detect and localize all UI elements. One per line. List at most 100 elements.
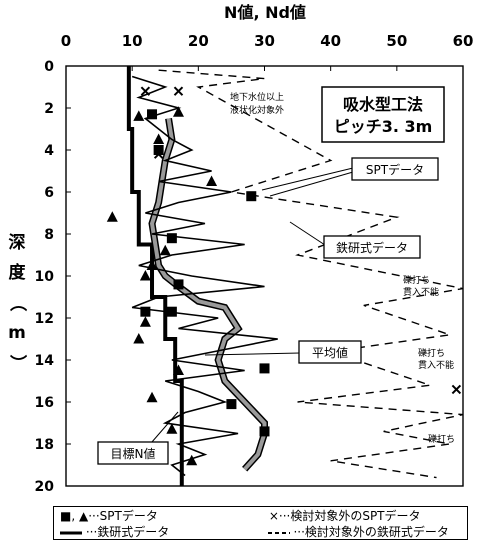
spt-triangle-point (139, 316, 151, 327)
y-axis-title-char-4: m (8, 323, 26, 343)
spt-triangle-point (133, 110, 145, 121)
spt-square-point (153, 145, 164, 155)
x-tick-label: 50 (386, 32, 407, 50)
spt-callout-box (351, 157, 439, 181)
spt-triangle-point (106, 211, 118, 222)
spt-square-point (226, 399, 237, 410)
y-tick-label: 4 (44, 143, 54, 159)
cross-stroke (153, 149, 164, 159)
y-axis-title: 深 度 （ m ） (6, 228, 28, 378)
spt-triangle-point (186, 454, 198, 466)
spt-triangle-point (139, 270, 151, 281)
target-callout-box (97, 441, 169, 465)
spt-excluded-point (153, 149, 164, 159)
tekken-callout-line (289, 221, 326, 246)
text-line: 貫入不能 (418, 359, 454, 371)
spt-square-point (166, 233, 177, 244)
y-tick-label: 10 (35, 269, 55, 285)
text-line: 礫打ち (418, 347, 445, 359)
y-tick-label: 14 (35, 353, 55, 369)
spt-square-point (246, 191, 257, 202)
legend-spt-excluded: ×···検討対象外のSPTデータ (268, 509, 421, 523)
spt-triangle-point (166, 423, 178, 434)
tekken-callout-box (323, 235, 421, 259)
groundwater-annotation: 地下水位以上液状化対象外 (230, 91, 284, 116)
legend-row-2: ···鉄研式データ ···検討対象外の鉄研式データ (60, 524, 449, 540)
spt-triangle-point (146, 391, 158, 403)
gravel-note-2: 礫打ち貫入不能 (418, 347, 454, 371)
spt-triangle-point (153, 133, 165, 144)
x-tick-label: 10 (122, 32, 143, 50)
gravel-note-1: 礫打ち貫入不能 (403, 274, 439, 298)
y-tick-label: 0 (44, 59, 54, 75)
y-tick-label: 2 (44, 101, 54, 117)
text-line: 礫打ち (403, 274, 430, 286)
spt-triangle-point (172, 364, 184, 375)
x-tick-label: 30 (254, 32, 275, 50)
series-target-n (126, 66, 184, 486)
legend-row-1: ■, ▲···SPTデータ ×···検討対象外のSPTデータ (60, 508, 421, 524)
spt-excluded-point (140, 86, 151, 96)
title-box (321, 86, 445, 143)
y-axis-title-char-5: ） (7, 354, 27, 372)
cross-stroke (451, 384, 462, 395)
spt-callout-label: SPTデータ (366, 162, 424, 177)
series-tekken-excluded (158, 69, 464, 479)
chart-title: 吸水型工法ピッチ3. 3m (334, 95, 433, 136)
spt-square-point (173, 279, 184, 290)
spt-square-point (166, 306, 177, 317)
spt-excluded-point (173, 86, 184, 96)
legend-tekken: ···鉄研式データ (85, 525, 170, 539)
y-tick-label: 8 (44, 227, 54, 243)
x-axis-title: N値, Nd値 (224, 3, 306, 22)
y-axis-title-char-2: 度 (8, 263, 26, 283)
spt-square-point (259, 426, 270, 437)
y-tick-label: 6 (44, 185, 54, 201)
legend: ■, ▲···SPTデータ ×···検討対象外のSPTデータ ···鉄研式データ… (53, 506, 468, 540)
marker-layer (106, 86, 462, 466)
spt-callout-line (261, 167, 354, 191)
legend-spt: ■, ▲···SPTデータ (60, 509, 158, 523)
text-line: 液状化対象外 (230, 104, 284, 116)
spt-callout-line-2 (269, 171, 354, 197)
text-line: ピッチ3. 3m (334, 117, 433, 136)
legend-solid-line (60, 531, 82, 534)
y-axis-title-char-3: （ (7, 294, 27, 312)
average-callout-line (204, 352, 301, 356)
y-tick-label: 12 (35, 311, 54, 327)
x-tick-label: 40 (320, 32, 341, 50)
spt-triangle-point (146, 259, 158, 270)
cross-stroke (173, 86, 184, 96)
x-tick-label: 20 (188, 32, 209, 50)
spt-triangle-point (206, 175, 218, 186)
average-callout-box (298, 340, 362, 364)
y-tick-label: 18 (35, 437, 54, 453)
gravel-note-3: 礫打ち (428, 433, 455, 445)
cross-stroke (140, 86, 151, 96)
text-line: 地下水位以上 (230, 91, 284, 103)
y-axis-title-char-1: 深 (8, 233, 26, 253)
spt-square-point (140, 306, 151, 317)
tekken-callout-label: 鉄研式データ (336, 240, 408, 255)
text-line: 吸水型工法 (343, 95, 423, 114)
y-tick-label: 20 (35, 479, 55, 495)
legend-dashed-line (267, 531, 290, 534)
spt-triangle-point (172, 106, 184, 117)
spt-square-point (147, 109, 158, 120)
x-tick-label: 60 (453, 32, 474, 50)
spt-excluded-point (451, 384, 462, 395)
text-line: 貫入不能 (403, 286, 439, 298)
x-axis-title-group: N値, Nd値 (224, 3, 306, 22)
target-callout-label: 目標N値 (111, 446, 156, 461)
y-tick-labels: 0 2 4 6 8 10 12 14 16 18 20 (35, 59, 55, 495)
series-tekken (131, 75, 278, 477)
legend-tekken-excluded: ···検討対象外の鉄研式データ (293, 525, 449, 539)
average-callout-label: 平均値 (312, 345, 348, 360)
x-tick-label: 0 (61, 32, 71, 50)
axis-tick-marks (65, 65, 464, 487)
y-tick-label: 16 (35, 395, 54, 411)
spt-square-point (259, 363, 270, 374)
spt-triangle-point (159, 244, 171, 256)
spt-triangle-point (133, 333, 145, 344)
